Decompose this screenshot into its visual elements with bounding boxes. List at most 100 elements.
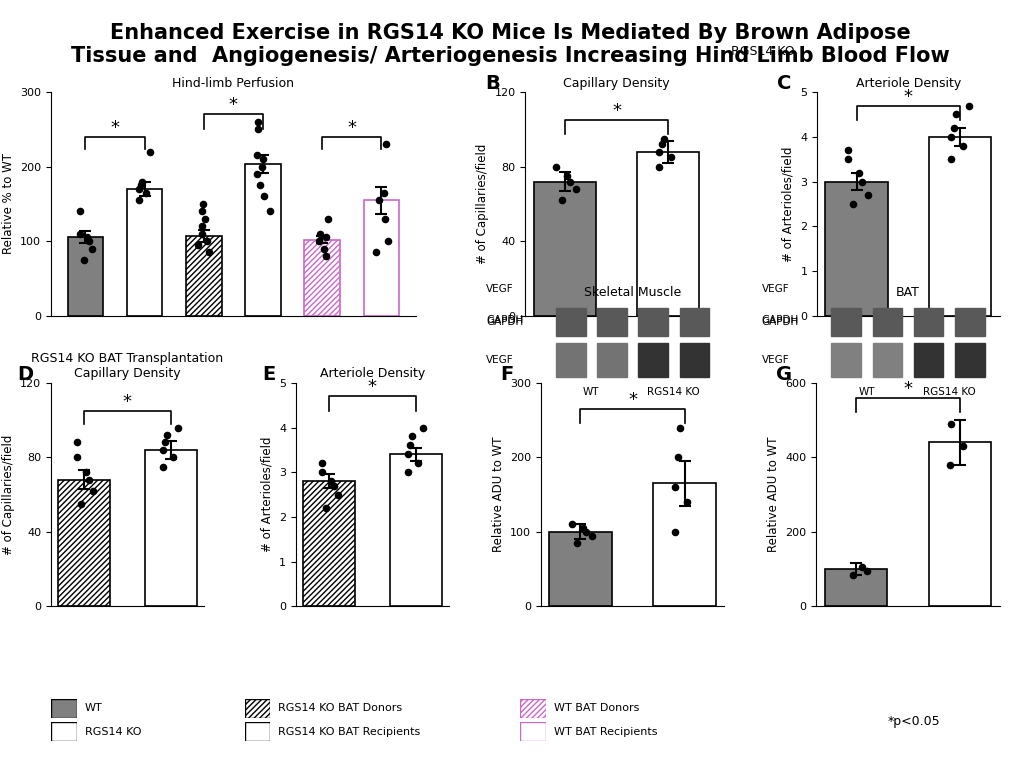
Bar	[145, 450, 197, 606]
Point	[250, 123, 266, 135]
Bar	[58, 480, 110, 606]
Text: B: B	[485, 74, 499, 93]
Y-axis label: Relative ADU to WT: Relative ADU to WT	[766, 437, 780, 552]
Title: Arteriole Density: Arteriole Density	[319, 367, 425, 380]
Bar	[548, 531, 611, 606]
Point	[322, 475, 338, 488]
Text: WT BAT Recipients: WT BAT Recipients	[553, 727, 656, 737]
Point	[197, 213, 213, 225]
Point	[68, 436, 85, 449]
FancyBboxPatch shape	[596, 309, 626, 336]
Point	[318, 231, 334, 243]
Text: *p<0.05: *p<0.05	[887, 716, 940, 728]
Bar	[637, 152, 699, 316]
Point	[850, 167, 866, 179]
Point	[194, 205, 210, 217]
Point	[666, 525, 683, 538]
Point	[575, 522, 591, 535]
Text: GAPDH: GAPDH	[761, 317, 798, 327]
FancyBboxPatch shape	[679, 343, 708, 377]
Point	[72, 227, 89, 240]
Point	[155, 444, 171, 456]
Point	[252, 179, 268, 191]
Bar	[928, 137, 990, 316]
FancyBboxPatch shape	[679, 309, 708, 336]
Text: D: D	[17, 365, 34, 384]
Point	[73, 498, 90, 510]
Title: Arteriole Density: Arteriole Density	[855, 77, 960, 90]
FancyBboxPatch shape	[596, 343, 626, 377]
Point	[947, 108, 963, 121]
Point	[75, 253, 92, 266]
Title: RGS14 KO BAT Transplantation
Capillary Density: RGS14 KO BAT Transplantation Capillary D…	[32, 353, 223, 380]
Point	[68, 451, 85, 463]
Text: Enhanced Exercise in RGS14 KO Mice Is Mediated By Brown Adipose
Tissue and  Angi: Enhanced Exercise in RGS14 KO Mice Is Me…	[70, 23, 949, 66]
Text: RGS14 KO BAT Recipients: RGS14 KO BAT Recipients	[278, 727, 420, 737]
Point	[666, 481, 683, 493]
Point	[376, 187, 392, 199]
Point	[133, 175, 150, 187]
FancyBboxPatch shape	[871, 309, 902, 336]
Text: RGS14 KO BAT Donors: RGS14 KO BAT Donors	[278, 703, 403, 713]
Point	[942, 153, 958, 165]
Text: VEGF: VEGF	[761, 355, 789, 365]
Text: VEGF: VEGF	[485, 355, 514, 365]
Point	[318, 502, 334, 514]
Point	[138, 187, 154, 199]
Point	[165, 451, 181, 463]
Point	[653, 138, 669, 151]
Text: C: C	[776, 74, 791, 93]
Point	[672, 422, 688, 434]
Point	[859, 189, 875, 201]
Bar	[653, 483, 715, 606]
Point	[249, 149, 265, 161]
Text: *: *	[368, 379, 376, 396]
Point	[844, 568, 860, 581]
Point	[132, 179, 149, 191]
Point	[669, 451, 686, 463]
FancyBboxPatch shape	[555, 309, 585, 336]
Text: RGS14 KO: RGS14 KO	[647, 387, 699, 397]
Point	[583, 529, 599, 541]
FancyBboxPatch shape	[830, 309, 860, 336]
Point	[78, 231, 95, 243]
Point	[655, 133, 672, 145]
Point	[190, 239, 206, 251]
Point	[399, 449, 416, 461]
Text: VEGF: VEGF	[761, 284, 789, 294]
Bar	[824, 569, 887, 606]
Point	[404, 430, 420, 442]
Text: GAPDH: GAPDH	[761, 316, 798, 326]
Y-axis label: # of Arterioles/field: # of Arterioles/field	[781, 146, 794, 262]
Point	[858, 564, 874, 577]
Point	[142, 146, 158, 158]
Text: *: *	[122, 392, 131, 411]
Point	[399, 466, 416, 478]
Point	[415, 422, 431, 434]
Point	[558, 170, 575, 182]
Text: RGS14 KO: RGS14 KO	[730, 45, 794, 58]
Point	[650, 161, 666, 173]
Text: RGS14 KO: RGS14 KO	[922, 387, 974, 397]
Text: *: *	[347, 119, 356, 137]
Point	[945, 122, 961, 134]
Point	[839, 144, 855, 157]
Point	[313, 457, 329, 469]
Point	[325, 479, 341, 492]
Bar	[303, 482, 355, 606]
Text: WT: WT	[858, 387, 874, 397]
FancyBboxPatch shape	[638, 343, 667, 377]
Point	[320, 213, 336, 225]
Point	[960, 99, 976, 111]
Text: *: *	[903, 379, 912, 398]
FancyBboxPatch shape	[954, 309, 983, 336]
Text: Skeletal Muscle: Skeletal Muscle	[583, 286, 681, 300]
Point	[553, 194, 570, 207]
Point	[954, 440, 970, 452]
Text: VEGF: VEGF	[485, 284, 514, 294]
Point	[316, 243, 332, 255]
Bar	[364, 200, 398, 316]
Point	[157, 436, 173, 449]
FancyBboxPatch shape	[954, 343, 983, 377]
Text: RGS14 KO: RGS14 KO	[85, 727, 141, 737]
